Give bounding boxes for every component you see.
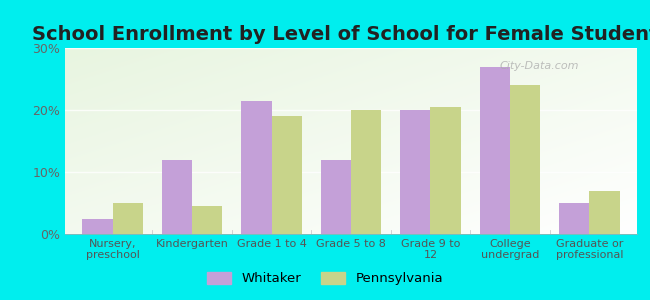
Title: School Enrollment by Level of School for Female Students: School Enrollment by Level of School for… <box>32 25 650 44</box>
Bar <box>112 203 143 234</box>
Bar <box>510 85 540 234</box>
Bar <box>162 160 192 234</box>
Bar <box>272 116 302 234</box>
Bar <box>83 218 112 234</box>
Bar <box>321 160 351 234</box>
Bar <box>351 110 381 234</box>
Bar <box>241 101 272 234</box>
Bar <box>590 190 619 234</box>
Bar <box>480 67 510 234</box>
Bar <box>559 203 590 234</box>
Legend: Whitaker, Pennsylvania: Whitaker, Pennsylvania <box>202 266 448 290</box>
Bar <box>400 110 430 234</box>
Bar <box>192 206 222 234</box>
Bar <box>430 107 461 234</box>
Text: City-Data.com: City-Data.com <box>500 61 579 71</box>
